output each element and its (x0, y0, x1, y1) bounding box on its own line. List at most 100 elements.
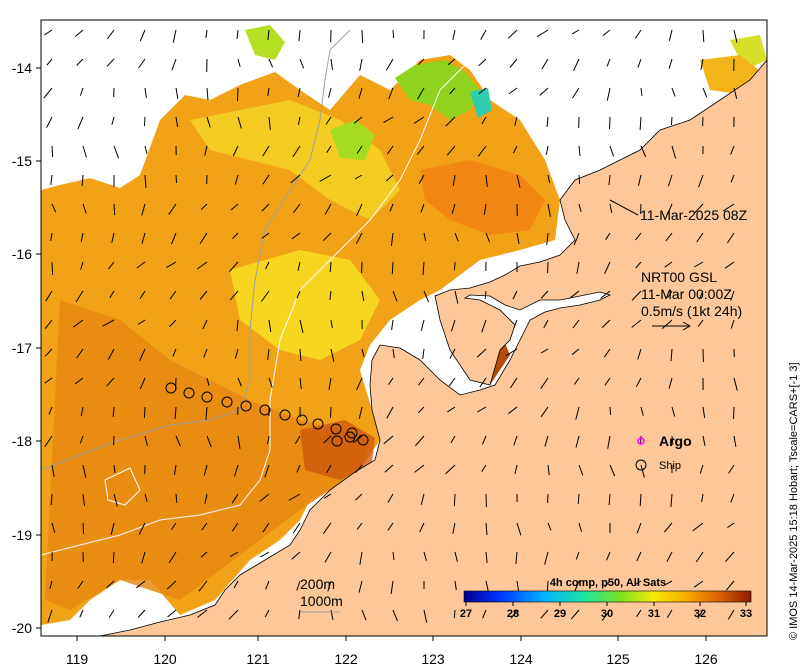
credit-text: © IMOS 14-Mar-2025 15:18 Hobart; Tscale=… (788, 362, 800, 640)
current-vector (200, 551, 208, 558)
current-vector (113, 145, 120, 159)
current-vector (605, 232, 611, 240)
current-vector (355, 464, 363, 474)
current-vector (292, 522, 301, 534)
current-vector (326, 464, 332, 474)
current-vector (507, 406, 518, 415)
current-vector (268, 319, 272, 332)
current-vector (111, 232, 115, 243)
current-vector (423, 232, 427, 241)
current-vector (725, 551, 735, 563)
current-vector (51, 145, 54, 158)
current-vector (353, 116, 363, 124)
current-vector (514, 464, 518, 474)
current-vector (205, 406, 208, 421)
current-vector (573, 232, 580, 246)
current-vector (172, 348, 177, 357)
current-vector (144, 435, 148, 446)
current-vector (453, 493, 456, 507)
x-tick-label: 122 (334, 651, 358, 667)
current-vector (423, 290, 430, 303)
colorbar-tick-label: 27 (460, 608, 472, 620)
current-vector (694, 261, 704, 268)
current-vector (44, 348, 53, 357)
current-vector (727, 522, 735, 529)
current-vector (359, 58, 363, 71)
argo-legend-label: Argo (659, 433, 692, 449)
current-vector (299, 348, 302, 362)
current-vector (50, 174, 53, 185)
current-vector (354, 174, 363, 180)
ship-marker (330, 423, 342, 435)
current-vector (730, 319, 735, 329)
current-vector (510, 609, 518, 619)
current-vector (203, 464, 208, 476)
sst-cool-patch (395, 60, 480, 120)
current-vector (113, 464, 116, 473)
current-vector (422, 261, 425, 276)
current-vector (139, 348, 146, 362)
current-vector (199, 290, 208, 300)
current-vector (204, 493, 208, 504)
current-vector (77, 116, 84, 130)
current-vector (702, 87, 708, 98)
current-vector (516, 174, 521, 188)
current-vector (234, 464, 239, 477)
current-vector (609, 116, 611, 130)
current-vector (730, 493, 735, 503)
current-vector (416, 145, 425, 155)
current-vector (454, 290, 459, 304)
current-vector (168, 551, 177, 564)
current-vector (82, 493, 85, 506)
current-vector (298, 29, 301, 42)
current-vector (44, 29, 53, 36)
current-vector (205, 29, 208, 38)
current-vector (80, 232, 84, 242)
argo-icon (637, 437, 645, 445)
current-vector (419, 522, 425, 533)
current-vector (485, 580, 489, 591)
y-tick-label: -15 (12, 153, 32, 169)
current-vector (80, 261, 84, 270)
current-vector (696, 232, 704, 243)
current-vector (386, 406, 394, 419)
current-vector (477, 406, 487, 413)
current-vector (693, 580, 704, 588)
current-vector (640, 203, 642, 215)
current-vector (454, 261, 456, 271)
current-vector (420, 203, 425, 213)
current-vector (671, 406, 676, 417)
current-vector (267, 29, 270, 40)
current-vector (543, 319, 549, 329)
contour-loop (104, 467, 141, 506)
current-vector (113, 203, 116, 216)
current-vector (417, 87, 425, 100)
current-vector (578, 464, 584, 476)
current-vector (609, 406, 612, 416)
ship-track (165, 382, 369, 447)
current-vector (640, 406, 644, 416)
current-vector (698, 290, 704, 300)
current-vector (666, 551, 673, 562)
current-vector (540, 609, 549, 619)
current-vector (299, 319, 304, 333)
current-vector (138, 58, 146, 69)
colorbar-title: 4h comp, p50, All Sats (550, 577, 666, 589)
current-vector (141, 551, 146, 564)
current-vector (51, 261, 54, 276)
current-vector (609, 145, 615, 157)
current-vector (452, 522, 456, 534)
current-vector (604, 580, 611, 588)
current-vector (175, 174, 178, 184)
current-vector (694, 203, 704, 214)
current-vector (48, 406, 53, 415)
current-vector (639, 493, 642, 507)
current-vector (663, 522, 673, 533)
current-vector (139, 29, 146, 42)
current-vector (206, 87, 209, 101)
current-vector (418, 377, 425, 386)
current-vector (200, 203, 208, 210)
current-vector (700, 58, 704, 70)
current-vector (268, 116, 271, 130)
plot-frame (40, 19, 768, 637)
